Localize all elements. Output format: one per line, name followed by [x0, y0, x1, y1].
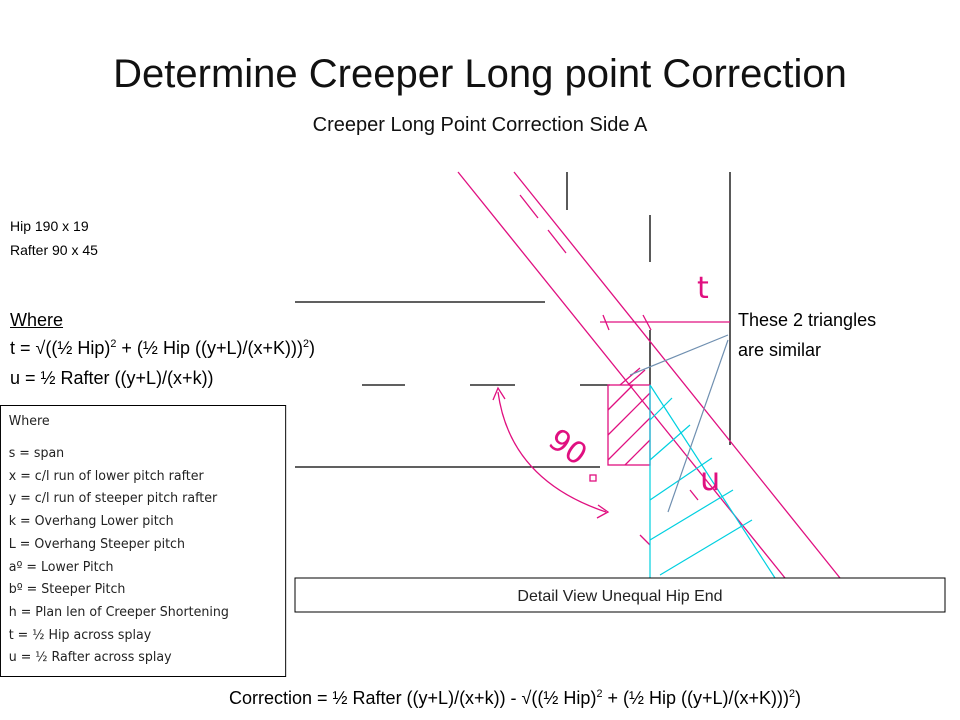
- correction-formula: Correction = ½ Rafter ((y+L)/(x+k)) - √(…: [0, 688, 960, 709]
- formula-part: + (½ Hip ((y+L)/(x+K))): [602, 688, 789, 708]
- legend-item: x = c/l run of lower pitch rafter: [8, 468, 204, 484]
- label-angle: 90: [542, 422, 593, 473]
- formula-part: Correction = ½ Rafter ((y+L)/(x+k)) - √(…: [228, 688, 597, 708]
- detail-caption: Detail View Unequal Hip End: [517, 588, 722, 605]
- similar-note: are similar: [738, 340, 822, 360]
- legend-item: s = span: [8, 446, 65, 461]
- formula-u: u = ½ Rafter ((y+L)/(x+k)): [10, 368, 214, 388]
- title: Determine Creeper Long point Correction: [113, 52, 847, 96]
- legend-item: L = Overhang Steeper pitch: [8, 536, 185, 552]
- legend-item: h = Plan len of Creeper Shortening: [8, 604, 229, 620]
- legend-item: k = Overhang Lower pitch: [8, 514, 174, 530]
- formula-part: t = √((½ Hip): [10, 338, 111, 358]
- subtitle: Creeper Long Point Correction Side A: [312, 114, 648, 136]
- legend-item: aº = Lower Pitch: [8, 559, 114, 575]
- formula-part: + (½ Hip ((y+L)/(x+K))): [116, 338, 303, 358]
- caption-box: [294, 577, 946, 613]
- size-line: Rafter 90 x 45: [10, 242, 98, 258]
- superscript: 2: [596, 688, 603, 700]
- legend-item: t = ½ Hip across splay: [8, 627, 152, 643]
- legend-item: y = c/l run of steeper pitch rafter: [8, 491, 218, 507]
- legend-heading: Where: [8, 414, 50, 429]
- superscript: 2: [302, 338, 309, 350]
- similar-note: These 2 triangles: [738, 310, 877, 330]
- legend-item: bº = Steeper Pitch: [8, 582, 126, 598]
- formula-part: ): [795, 688, 801, 708]
- where-heading: Where: [10, 310, 64, 330]
- formula-t: t = √((½ Hip)2 + (½ Hip ((y+L)/(x+K)))2): [10, 338, 315, 359]
- superscript: 2: [788, 688, 795, 700]
- legend-box: Where s = span x = c/l run of lower pitch…: [0, 405, 287, 677]
- legend-item: u = ½ Rafter across splay: [8, 650, 172, 666]
- size-line: Hip 190 x 19: [10, 218, 89, 234]
- legend-items: s = span x = c/l run of lower pitch rafte…: [9, 443, 285, 670]
- superscript: 2: [110, 338, 117, 350]
- label-u: u: [700, 460, 720, 498]
- formula-part: ): [308, 338, 315, 358]
- label-t: t: [697, 271, 709, 306]
